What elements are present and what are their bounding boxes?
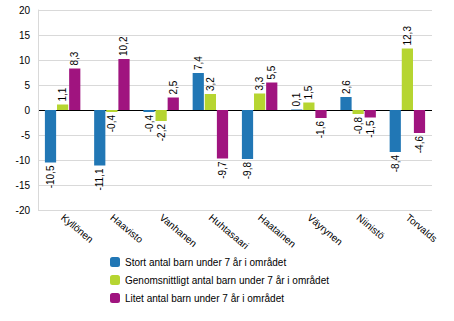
svg-text:-9,7: -9,7 xyxy=(217,161,228,179)
svg-text:7,4: 7,4 xyxy=(193,56,204,70)
svg-text:-5: -5 xyxy=(21,130,30,141)
svg-text:12,3: 12,3 xyxy=(402,26,413,46)
svg-text:20: 20 xyxy=(19,5,31,16)
svg-text:0,1: 0,1 xyxy=(291,92,302,106)
svg-text:Haavisto: Haavisto xyxy=(108,212,145,246)
svg-text:-2,2: -2,2 xyxy=(156,124,167,142)
svg-text:Kyllönen: Kyllönen xyxy=(59,212,95,245)
svg-text:2,5: 2,5 xyxy=(168,80,179,94)
svg-text:10,2: 10,2 xyxy=(118,36,129,56)
svg-text:2,6: 2,6 xyxy=(341,80,352,94)
svg-text:1,1: 1,1 xyxy=(57,87,68,101)
svg-text:-0,8: -0,8 xyxy=(353,117,364,135)
svg-text:Haatainen: Haatainen xyxy=(256,212,298,250)
svg-text:3,3: 3,3 xyxy=(254,76,265,90)
svg-text:Niinistö: Niinistö xyxy=(355,212,388,242)
svg-text:-10: -10 xyxy=(16,155,31,166)
svg-text:Stort antal barn under 7 år i: Stort antal barn under 7 år i området xyxy=(125,257,286,268)
svg-text:-8,4: -8,4 xyxy=(390,155,401,173)
svg-text:8,3: 8,3 xyxy=(69,51,80,65)
svg-text:3,2: 3,2 xyxy=(205,77,216,91)
svg-text:-0,4: -0,4 xyxy=(144,115,155,133)
svg-text:-1,6: -1,6 xyxy=(315,121,326,139)
svg-text:-0,4: -0,4 xyxy=(106,115,117,133)
svg-text:5: 5 xyxy=(24,80,30,91)
svg-text:10: 10 xyxy=(19,55,31,66)
svg-text:0: 0 xyxy=(24,105,30,116)
svg-text:Litet antal barn under 7 år i: Litet antal barn under 7 år i området xyxy=(125,293,284,304)
svg-text:Torvalds: Torvalds xyxy=(404,212,440,244)
svg-text:-1,5: -1,5 xyxy=(365,120,376,138)
svg-text:-11,1: -11,1 xyxy=(94,168,105,190)
svg-text:Vanhanen: Vanhanen xyxy=(158,212,199,249)
svg-text:15: 15 xyxy=(19,30,31,41)
svg-text:Genomsnittligt antal barn unde: Genomsnittligt antal barn under 7 år i o… xyxy=(125,275,329,286)
svg-text:-20: -20 xyxy=(16,205,31,216)
svg-text:Väyrynen: Väyrynen xyxy=(305,212,344,248)
svg-text:Huhtasaari: Huhtasaari xyxy=(207,212,251,252)
svg-text:1,5: 1,5 xyxy=(303,85,314,99)
svg-text:-15: -15 xyxy=(16,180,31,191)
svg-text:-10,5: -10,5 xyxy=(45,165,56,188)
svg-text:-4,6: -4,6 xyxy=(414,136,425,154)
svg-text:-9,8: -9,8 xyxy=(242,162,253,180)
svg-text:5,5: 5,5 xyxy=(266,65,277,79)
